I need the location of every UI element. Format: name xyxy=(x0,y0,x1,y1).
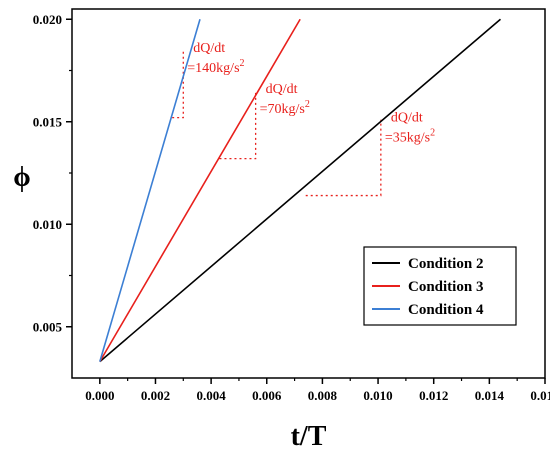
slope-marker xyxy=(219,91,257,160)
x-tick-label: 0.006 xyxy=(252,388,282,403)
y-tick-label: 0.015 xyxy=(33,114,63,129)
x-axis-title: t/T xyxy=(291,421,327,449)
x-tick-label: 0.010 xyxy=(363,388,392,403)
annotation-superscript: 2 xyxy=(240,58,245,69)
annotation-superscript: 2 xyxy=(430,128,435,139)
x-tick-label: 0.016 xyxy=(530,388,550,403)
annotation-value: =35kg/s2 xyxy=(385,128,435,146)
y-axis: 0.005 0.010 0.015 0.020 xyxy=(33,12,72,334)
annotation-label: dQ/dt xyxy=(391,111,423,126)
legend-entry: Condition 3 xyxy=(408,279,483,295)
annotation-superscript: 2 xyxy=(305,99,310,110)
slope-marker xyxy=(172,50,184,119)
series-line-condition-2 xyxy=(99,18,502,363)
x-tick-label: 0.012 xyxy=(419,388,448,403)
legend-entry: Condition 4 xyxy=(408,302,484,318)
x-tick-label: 0.004 xyxy=(196,388,226,403)
annotation-value: =70kg/s2 xyxy=(260,99,310,117)
series-line-condition-4 xyxy=(99,19,201,362)
annotation-value: =140kg/s2 xyxy=(187,58,244,76)
annotation-label: dQ/dt xyxy=(193,41,225,56)
legend-entry: Condition 2 xyxy=(408,256,483,272)
y-tick-label: 0.020 xyxy=(33,12,62,27)
y-axis-title: ϕ xyxy=(13,162,30,193)
series-lines xyxy=(99,18,502,363)
slope-marker xyxy=(305,119,382,197)
x-tick-label: 0.000 xyxy=(85,388,114,403)
legend: Condition 2 Condition 3 Condition 4 xyxy=(363,246,517,326)
annotation-label: dQ/dt xyxy=(266,82,298,97)
series-line-condition-3 xyxy=(99,18,301,363)
x-tick-label: 0.014 xyxy=(475,388,505,403)
x-tick-label: 0.002 xyxy=(141,388,170,403)
y-tick-label: 0.005 xyxy=(33,319,63,334)
plot-frame xyxy=(71,8,546,379)
x-tick-label: 0.008 xyxy=(308,388,338,403)
x-axis: 0.000 0.002 0.004 0.006 0.008 0.010 0.012 0.014… xyxy=(85,378,550,403)
annotations: dQ/dt =35kg/s2 dQ/dt =70kg/s2 dQ/dt =140kg/s2 xyxy=(172,41,435,197)
y-tick-label: 0.010 xyxy=(33,217,62,232)
